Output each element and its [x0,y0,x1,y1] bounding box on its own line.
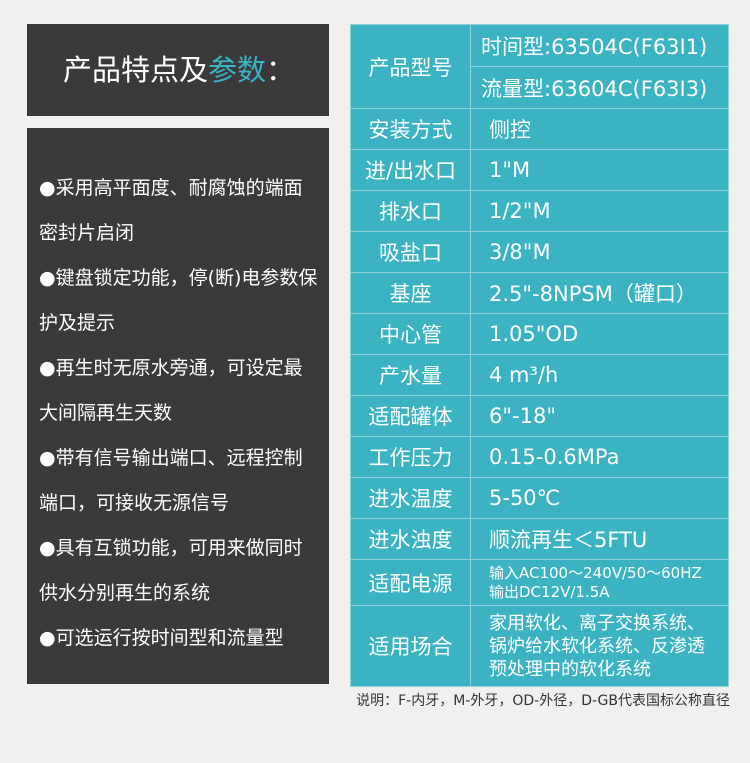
spec-key: 工作压力 [350,436,471,478]
feature-item: ●采用高平面度、耐腐蚀的端面密封片启闭 [39,177,303,244]
spec-value: 流量型:63604C(F63I3) [470,66,729,109]
spec-value: 1/2"M [470,190,729,232]
features-panel: ●采用高平面度、耐腐蚀的端面密封片启闭 ●键盘锁定功能，停(断)电参数保护及提示… [27,128,329,684]
spec-value: 0.15-0.6MPa [470,436,729,478]
spec-value: 1"M [470,149,729,191]
table-row: 进/出水口 1"M [350,149,729,191]
spec-key: 产水量 [350,354,471,396]
section-title: 产品特点及参数： [27,24,329,116]
spec-key: 适配罐体 [350,395,471,437]
table-row: 进水温度 5-50℃ [350,477,729,519]
spec-value: 时间型:63504C(F63I1) [470,24,729,67]
spec-value: 1.05"OD [470,313,729,355]
table-row: 吸盐口 3/8"M [350,231,729,273]
table-row: 适配电源 输入AC100～240V/50～60HZ 输出DC12V/1.5A [350,559,729,606]
table-row: 产水量 4 m³/h [350,354,729,396]
title-accent: 参数 [208,53,267,87]
spec-value: 5-50℃ [470,477,729,519]
table-row: 产品型号 时间型:63504C(F63I1) [350,24,729,109]
spec-value: 4 m³/h [470,354,729,396]
table-row: 基座 2.5"-8NPSM（罐口） [350,272,729,314]
spec-value: 2.5"-8NPSM（罐口） [470,272,729,314]
feature-item: ●具有互锁功能，可用来做同时供水分别再生的系统 [39,537,303,604]
table-row: 安装方式 侧控 [350,108,729,150]
spec-key: 安装方式 [350,108,471,150]
spec-key: 吸盐口 [350,231,471,273]
spec-key: 中心管 [350,313,471,355]
feature-item: ●可选运行按时间型和流量型 [39,627,284,649]
spec-key: 产品型号 [350,24,471,109]
table-row: 进水浊度 顺流再生＜5FTU [350,518,729,560]
footnote: 说明：F-内牙，M-外牙，OD-外径，D-GB代表国标公称直径 [356,693,730,709]
table-row: 排水口 1/2"M [350,190,729,232]
feature-item: ●键盘锁定功能，停(断)电参数保护及提示 [39,267,318,334]
table-row: 流量型:63604C(F63I3) [351,66,729,109]
spec-key: 进水浊度 [350,518,471,560]
spec-key: 排水口 [350,190,471,232]
spec-value: 输入AC100～240V/50～60HZ 输出DC12V/1.5A [470,559,729,606]
spec-value: 3/8"M [470,231,729,273]
spec-value: 侧控 [470,108,729,150]
table-row: 工作压力 0.15-0.6MPa [350,436,729,478]
title-suffix: ： [266,53,296,87]
feature-item: ●带有信号输出端口、远程控制端口，可接收无源信号 [39,447,303,514]
spec-key: 适配电源 [350,559,471,606]
spec-key: 基座 [350,272,471,314]
spec-value: 家用软化、离子交换系统、锅炉给水软化系统、反渗透预处理中的软化系统 [470,605,729,687]
table-row: 适用场合 家用软化、离子交换系统、锅炉给水软化系统、反渗透预处理中的软化系统 [350,605,729,687]
spec-value: 6"-18" [470,395,729,437]
table-row: 中心管 1.05"OD [350,313,729,355]
table-row: 适配罐体 6"-18" [350,395,729,437]
power-line: 输入AC100～240V/50～60HZ [489,563,702,582]
spec-key: 适用场合 [350,605,471,687]
title-text: 产品特点及 [63,53,209,87]
power-line: 输出DC12V/1.5A [489,582,610,601]
feature-item: ●再生时无原水旁通，可设定最大间隔再生天数 [39,357,303,424]
spec-key: 进水温度 [350,477,471,519]
spec-table: 产品型号 时间型:63504C(F63I1) 流量型:63604C(F63I3) … [350,24,729,687]
spec-value: 顺流再生＜5FTU [470,518,729,560]
spec-key: 进/出水口 [350,149,471,191]
